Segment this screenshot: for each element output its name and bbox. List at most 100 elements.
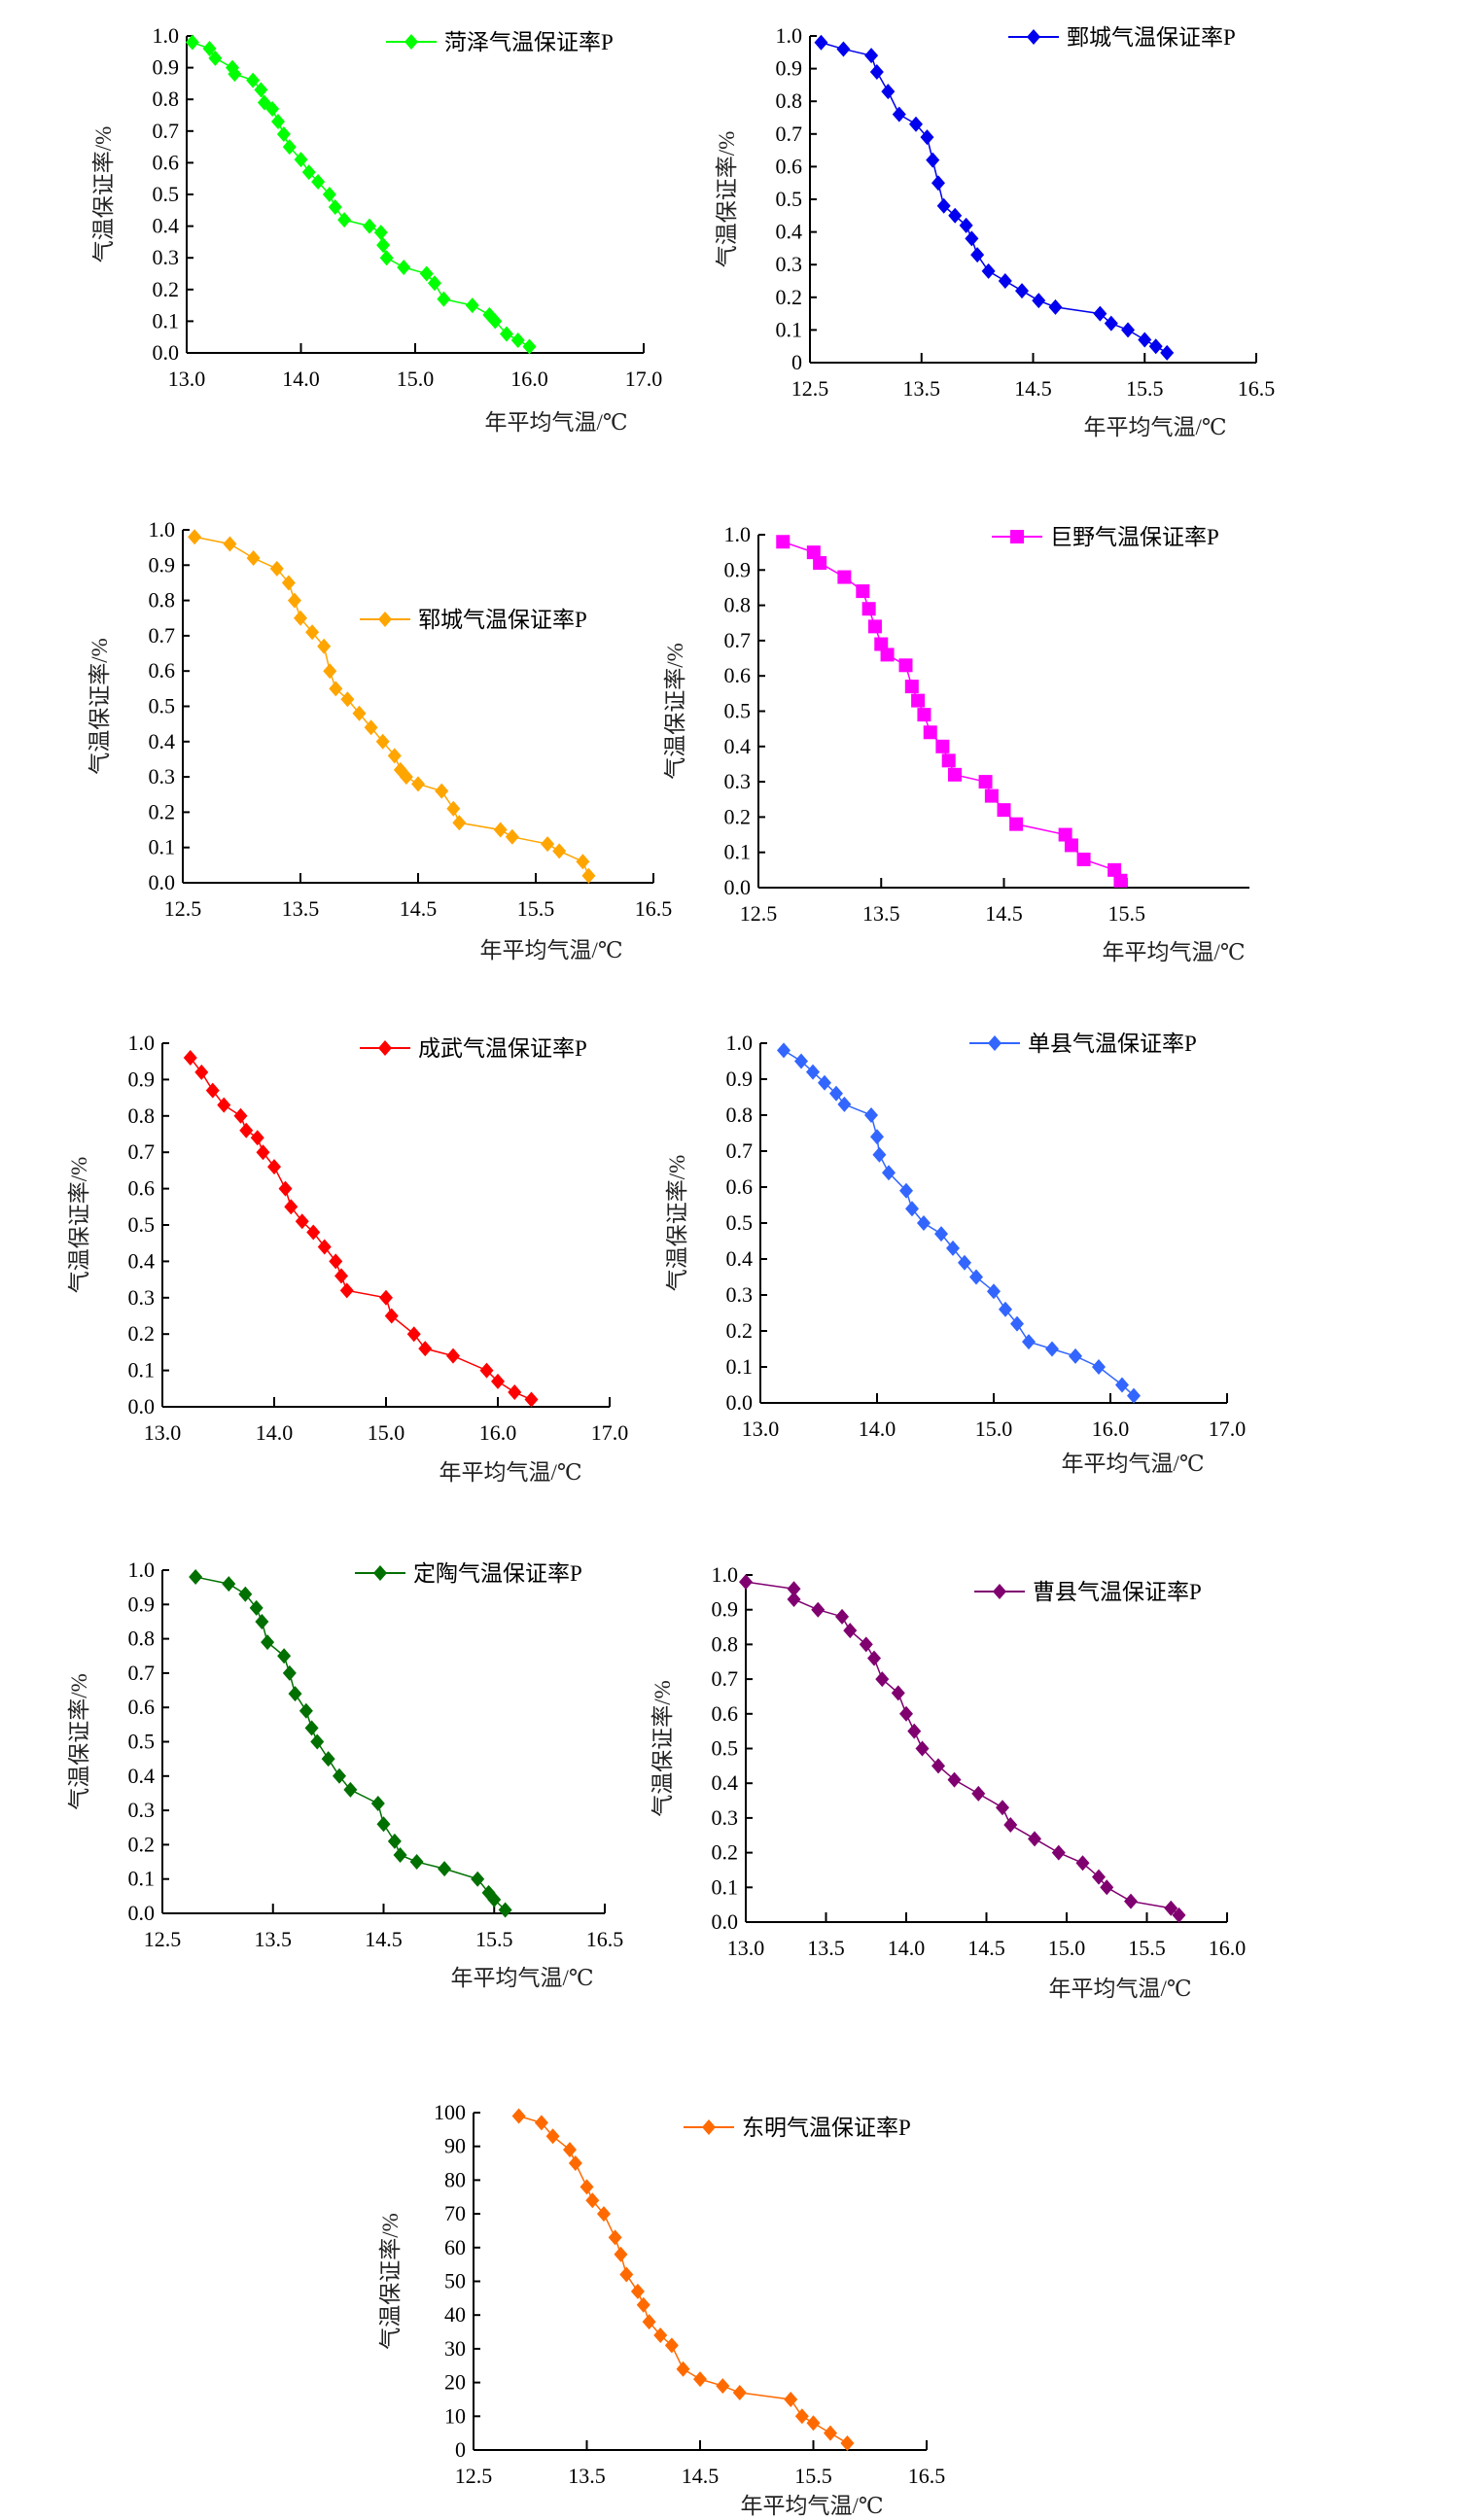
x-tick-label: 16.0 (510, 367, 548, 391)
y-tick-label: 1.0 (128, 1031, 156, 1055)
data-point (784, 2391, 798, 2407)
x-tick-label: 14.5 (400, 896, 438, 921)
data-point (776, 535, 791, 549)
x-tick-label: 17.0 (1209, 1417, 1247, 1441)
data-point (829, 1085, 843, 1102)
data-point (387, 1833, 402, 1849)
data-point (1048, 298, 1063, 315)
data-point (261, 1634, 275, 1651)
data-point (373, 225, 388, 241)
data-point (522, 338, 537, 355)
chart-panel-3: 0.0 0.1 0.2 0.3 0.4 0.5 0.6 0.7 0.8 0.9 1.0 12.5 13.… (88, 517, 672, 962)
data-point (1028, 1831, 1041, 1847)
y-tick-label: 10 (444, 2403, 466, 2428)
data-point (311, 173, 326, 190)
x-tick-label: 14.0 (256, 1420, 294, 1445)
data-point (352, 705, 367, 721)
data-point (580, 2179, 594, 2195)
data-point (304, 1720, 319, 1736)
y-tick-label: 0.4 (776, 220, 803, 244)
data-point (552, 843, 567, 859)
data-point (233, 1107, 248, 1124)
y-tick-label: 0.8 (128, 1103, 156, 1128)
x-axis-label: 年平均气温/℃ (1061, 1452, 1204, 1476)
data-point (874, 637, 889, 651)
y-tick-label: 0.4 (149, 729, 176, 753)
data-point (794, 2408, 809, 2425)
y-tick-label: 0.6 (128, 1695, 156, 1719)
data-point (1160, 344, 1175, 361)
x-axis-label: 年平均气温/℃ (479, 938, 622, 962)
x-tick-label: 16.5 (908, 2464, 946, 2488)
x-tick-label: 17.0 (625, 367, 663, 391)
data-point (329, 681, 343, 697)
data-point (267, 1159, 281, 1175)
x-tick-label: 14.5 (1014, 376, 1052, 401)
data-point (183, 1049, 197, 1066)
data-point (329, 1253, 343, 1270)
data-point (384, 1308, 399, 1324)
data-point (585, 2192, 600, 2209)
y-axis-label: 气温保证率/% (650, 1680, 675, 1817)
data-point (999, 1301, 1012, 1317)
chart-panel-4: 0.0 0.1 0.2 0.3 0.4 0.5 0.6 0.7 0.8 0.9 1.0 12.5 13.… (663, 522, 1249, 964)
series-line (821, 42, 1168, 354)
data-point (875, 1671, 890, 1688)
data-point (205, 1082, 220, 1099)
data-point (946, 1240, 960, 1256)
data-point (1009, 817, 1024, 831)
chart-panel-7: 0.0 0.1 0.2 0.3 0.4 0.5 0.6 0.7 0.8 0.9 1.0 12.5 13.… (67, 1558, 623, 1990)
data-point (452, 815, 467, 831)
y-tick-label: 0.1 (726, 1354, 754, 1379)
data-point (867, 1650, 881, 1666)
y-tick-label: 0.1 (712, 1874, 739, 1899)
y-tick-label: 0.4 (726, 1246, 754, 1271)
data-point (370, 1796, 385, 1812)
data-point (194, 1064, 209, 1080)
data-point (861, 602, 876, 616)
y-tick-label: 0.5 (724, 699, 752, 723)
data-point (479, 1362, 494, 1379)
data-point (1121, 322, 1136, 338)
data-point (317, 1239, 332, 1255)
data-point (505, 828, 519, 845)
x-tick-label: 15.5 (1128, 1936, 1166, 1960)
data-point (898, 658, 913, 673)
y-tick-label: 0.9 (726, 1067, 754, 1091)
data-point (375, 733, 390, 750)
data-point (1022, 1334, 1036, 1350)
data-point (305, 624, 320, 641)
data-point (376, 1816, 391, 1833)
data-point (337, 212, 352, 228)
data-point (787, 1581, 801, 1597)
data-point (856, 584, 870, 599)
data-point (959, 217, 973, 233)
data-point (576, 854, 590, 870)
y-tick-label: 0.7 (128, 1661, 156, 1685)
x-tick-label: 13.0 (742, 1417, 780, 1441)
y-tick-label: 0.5 (712, 1736, 739, 1761)
x-axis-label: 年平均气温/℃ (484, 410, 627, 435)
data-point (491, 1373, 505, 1389)
y-tick-label: 0.2 (128, 1832, 156, 1856)
x-tick-label: 13.0 (168, 367, 206, 391)
y-tick-label: 0.7 (712, 1666, 739, 1691)
x-tick-label: 15.5 (1126, 376, 1164, 401)
y-tick-label: 0.7 (149, 623, 176, 648)
x-tick-label: 13.5 (807, 1936, 845, 1960)
y-tick-label: 0.6 (153, 150, 180, 174)
data-point (1032, 293, 1046, 309)
x-tick-label: 17.0 (591, 1420, 629, 1445)
y-tick-label: 0.6 (724, 663, 752, 687)
legend-marker (378, 612, 392, 627)
y-tick-label: 0 (791, 350, 802, 374)
data-point (814, 34, 828, 51)
data-point (471, 1871, 485, 1887)
legend-label: 单县气温保证率P (1028, 1032, 1197, 1056)
data-point (664, 2337, 679, 2354)
x-axis-label: 年平均气温/℃ (1102, 940, 1245, 964)
series-line (192, 41, 530, 348)
y-tick-label: 0.3 (726, 1282, 754, 1307)
y-tick-label: 0.2 (128, 1321, 156, 1346)
data-point (411, 776, 425, 792)
